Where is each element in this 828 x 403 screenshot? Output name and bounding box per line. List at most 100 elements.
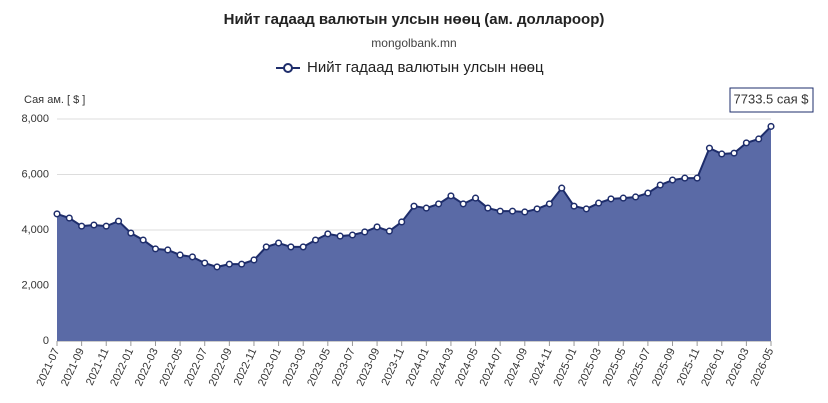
x-tick-label: 2022-01 <box>108 346 136 388</box>
x-tick-label: 2021-09 <box>59 346 87 388</box>
point <box>533 205 541 213</box>
point <box>139 236 147 244</box>
point <box>398 218 406 226</box>
point <box>472 194 480 202</box>
point <box>373 223 381 231</box>
point <box>188 253 196 261</box>
point <box>632 193 640 201</box>
point <box>755 135 763 143</box>
x-tick-label: 2026-01 <box>699 346 727 388</box>
x-tick-label: 2022-09 <box>207 346 235 388</box>
x-tick-label: 2024-05 <box>453 346 481 388</box>
area <box>57 126 771 341</box>
point <box>410 202 418 210</box>
point <box>558 184 566 192</box>
point <box>718 150 726 158</box>
point <box>65 214 73 222</box>
point <box>102 222 110 230</box>
point <box>176 251 184 259</box>
annotation: 7733.5 сая $ <box>734 91 810 106</box>
point <box>361 228 369 236</box>
x-tick-label: 2021-11 <box>84 346 112 387</box>
x-tick-label: 2022-11 <box>232 346 260 387</box>
point <box>164 246 172 254</box>
point <box>250 256 258 264</box>
point <box>385 227 393 235</box>
point <box>668 176 677 184</box>
x-tick-label: 2024-07 <box>478 346 506 388</box>
point <box>656 181 664 189</box>
y-tick-label: 2,000 <box>21 279 49 291</box>
point <box>644 189 652 197</box>
point <box>582 205 590 213</box>
x-tick-label: 2025-11 <box>675 346 703 387</box>
point <box>78 222 86 230</box>
chart-title: Нийт гадаад валютын улсын нөөц (ам. долл… <box>224 11 605 28</box>
point <box>324 230 332 238</box>
point <box>693 174 701 182</box>
point <box>53 210 61 218</box>
x-tick-label: 2025-07 <box>625 346 653 388</box>
annotation-box <box>729 87 814 113</box>
point <box>508 207 517 215</box>
point <box>705 144 713 152</box>
x-tick-label: 2023-11 <box>379 346 407 387</box>
legend-marker <box>283 63 293 73</box>
point <box>90 221 98 229</box>
y-axis-label: Сая ам. [ $ ] <box>24 94 85 106</box>
point <box>262 243 270 251</box>
x-tick-label: 2025-01 <box>551 346 579 388</box>
x-tick-label: 2021-07 <box>34 346 62 388</box>
point <box>311 236 320 244</box>
point <box>742 139 750 147</box>
x-tick-label: 2023-07 <box>330 346 358 388</box>
point <box>767 122 775 130</box>
x-tick-label: 2026-03 <box>724 346 752 388</box>
chart-subtitle: mongolbank.mn <box>371 36 456 50</box>
point <box>435 200 443 208</box>
x-tick-label: 2022-03 <box>133 346 161 388</box>
y-tick-label: 8,000 <box>21 113 49 125</box>
y-tick-label: 6,000 <box>21 168 49 180</box>
point <box>201 259 209 267</box>
legend-label: Нийт гадаад валютын улсын нөөц <box>307 59 544 76</box>
point <box>545 200 553 208</box>
point <box>127 229 135 237</box>
point <box>595 199 603 207</box>
x-tick-label: 2022-07 <box>182 346 210 388</box>
x-tick-label: 2024-03 <box>428 346 456 388</box>
point <box>496 207 504 215</box>
x-tick-label: 2025-05 <box>601 346 629 388</box>
point <box>570 202 578 210</box>
point <box>348 231 356 239</box>
point <box>213 263 221 271</box>
x-tick-label: 2023-03 <box>281 346 309 388</box>
y-tick-label: 4,000 <box>21 224 49 236</box>
point <box>459 200 467 208</box>
point <box>238 260 246 268</box>
x-tick-label: 2023-09 <box>354 346 382 388</box>
point <box>619 194 627 202</box>
x-tick-label: 2024-11 <box>527 346 555 387</box>
point <box>484 204 492 212</box>
x-tick-label: 2025-09 <box>650 346 678 388</box>
x-tick-label: 2022-05 <box>158 346 186 388</box>
x-tick-label: 2023-01 <box>256 346 284 388</box>
point <box>447 192 455 200</box>
point <box>336 232 344 240</box>
point <box>225 260 233 268</box>
point <box>151 245 160 253</box>
point <box>275 239 283 247</box>
point <box>422 204 430 212</box>
point <box>299 243 307 251</box>
point <box>521 208 529 216</box>
x-tick-label: 2024-09 <box>502 346 530 388</box>
point <box>287 243 295 251</box>
point <box>115 217 123 225</box>
x-tick-label: 2023-05 <box>305 346 333 388</box>
x-tick-label: 2026-05 <box>748 346 776 388</box>
x-tick-label: 2025-03 <box>576 346 604 388</box>
point <box>730 149 738 157</box>
x-tick-label: 2024-01 <box>404 346 432 388</box>
